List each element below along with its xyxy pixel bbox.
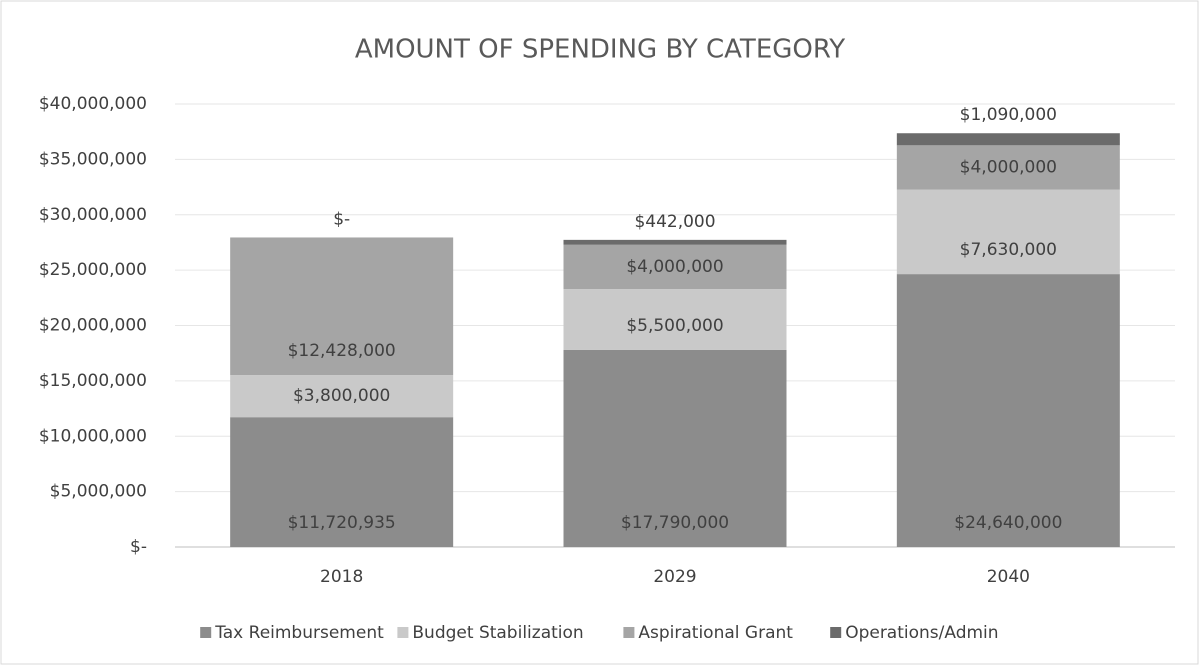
bar-segment: [563, 239, 787, 245]
bar-segment: [896, 274, 1120, 547]
data-label: $24,640,000: [954, 513, 1062, 533]
legend-swatch: [623, 627, 635, 638]
legend-swatch: [397, 627, 409, 638]
bar-segment: [896, 145, 1120, 190]
bar-segment: [896, 189, 1120, 275]
x-tick-label: 2029: [653, 567, 696, 587]
x-tick-label: 2040: [987, 567, 1030, 587]
x-tick-label: 2018: [320, 567, 363, 587]
bar-segment: [563, 289, 787, 350]
y-tick-label: $35,000,000: [39, 149, 147, 169]
data-label: $442,000: [634, 212, 715, 232]
bar-segment: [563, 349, 787, 547]
bar-segment: [230, 375, 454, 418]
legend-label: Tax Reimbursement: [214, 623, 384, 643]
data-label: $4,000,000: [960, 157, 1057, 177]
data-label: $1,090,000: [960, 105, 1057, 125]
data-label: $17,790,000: [621, 513, 729, 533]
bar-segment: [896, 133, 1120, 146]
data-label: $3,800,000: [293, 386, 390, 406]
y-tick-label: $10,000,000: [39, 426, 147, 446]
y-tick-label: $30,000,000: [39, 205, 147, 225]
bar-segment: [563, 244, 787, 290]
data-label: $7,630,000: [960, 240, 1057, 260]
bar-segment: [230, 417, 454, 547]
y-tick-label: $40,000,000: [39, 94, 147, 114]
data-label: $11,720,935: [288, 513, 396, 533]
data-label: $4,000,000: [626, 257, 723, 277]
bar-segment: [230, 237, 454, 376]
chart-title: AMOUNT OF SPENDING BY CATEGORY: [355, 35, 845, 65]
y-tick-label: $25,000,000: [39, 260, 147, 280]
legend-label: Aspirational Grant: [638, 623, 793, 643]
y-tick-label: $15,000,000: [39, 371, 147, 391]
legend-label: Operations/Admin: [845, 623, 998, 643]
data-label: $-: [333, 209, 350, 229]
data-label: $12,428,000: [288, 341, 396, 361]
legend-swatch: [200, 627, 212, 638]
y-tick-label: $20,000,000: [39, 316, 147, 336]
legend-swatch: [830, 627, 842, 638]
legend-label: Budget Stabilization: [412, 623, 583, 643]
y-tick-label: $-: [130, 537, 147, 557]
data-label: $5,500,000: [626, 316, 723, 336]
y-tick-label: $5,000,000: [50, 482, 147, 502]
